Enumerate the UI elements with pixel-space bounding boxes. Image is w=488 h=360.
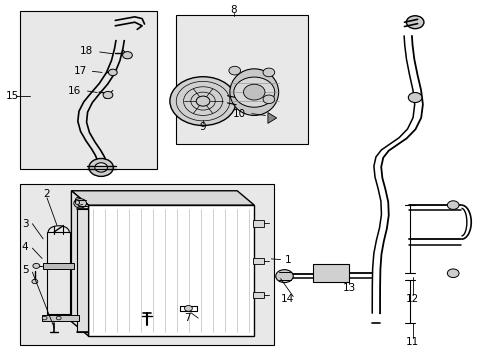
Bar bbox=[77, 209, 88, 332]
Circle shape bbox=[56, 316, 61, 320]
Bar bbox=[253, 220, 264, 226]
Text: 3: 3 bbox=[22, 219, 28, 229]
Text: 14: 14 bbox=[280, 294, 293, 304]
Circle shape bbox=[406, 16, 423, 29]
Circle shape bbox=[228, 66, 240, 75]
Text: 18: 18 bbox=[79, 46, 92, 56]
Circle shape bbox=[108, 69, 117, 76]
Text: 11: 11 bbox=[405, 337, 419, 347]
Circle shape bbox=[447, 269, 458, 278]
Bar bbox=[20, 12, 157, 169]
Circle shape bbox=[103, 91, 113, 99]
Polygon shape bbox=[267, 113, 276, 123]
Text: 5: 5 bbox=[22, 265, 28, 275]
Bar bbox=[88, 205, 254, 336]
Bar bbox=[253, 292, 264, 298]
Polygon shape bbox=[71, 191, 254, 205]
Circle shape bbox=[74, 199, 86, 208]
Circle shape bbox=[263, 68, 274, 77]
Circle shape bbox=[447, 201, 458, 210]
Polygon shape bbox=[71, 191, 88, 336]
Circle shape bbox=[32, 279, 38, 284]
Text: 4: 4 bbox=[22, 242, 28, 252]
Circle shape bbox=[263, 95, 274, 104]
Bar bbox=[176, 15, 307, 144]
Bar bbox=[312, 264, 348, 282]
Text: 6: 6 bbox=[73, 197, 80, 207]
Circle shape bbox=[233, 77, 274, 107]
Ellipse shape bbox=[229, 69, 278, 116]
Circle shape bbox=[184, 306, 192, 311]
Text: 7: 7 bbox=[183, 313, 190, 323]
Text: 1: 1 bbox=[284, 255, 290, 265]
Circle shape bbox=[169, 77, 236, 126]
Bar bbox=[43, 263, 74, 269]
Circle shape bbox=[122, 51, 132, 59]
Circle shape bbox=[95, 163, 107, 172]
Circle shape bbox=[42, 316, 47, 320]
Circle shape bbox=[243, 84, 264, 100]
Text: 16: 16 bbox=[68, 86, 81, 96]
Circle shape bbox=[89, 158, 113, 176]
Circle shape bbox=[196, 96, 209, 106]
Text: 2: 2 bbox=[43, 189, 50, 199]
Text: 8: 8 bbox=[230, 5, 237, 15]
Bar bbox=[47, 232, 70, 315]
Bar bbox=[42, 315, 79, 321]
Circle shape bbox=[407, 93, 421, 103]
Text: 10: 10 bbox=[233, 109, 245, 119]
Text: 9: 9 bbox=[199, 122, 206, 132]
Text: 17: 17 bbox=[73, 66, 87, 76]
Circle shape bbox=[33, 264, 40, 269]
Text: 12: 12 bbox=[405, 294, 419, 304]
Bar bbox=[253, 258, 264, 264]
Text: 15: 15 bbox=[5, 91, 19, 101]
Bar bbox=[20, 184, 273, 345]
Text: 13: 13 bbox=[342, 283, 355, 293]
Circle shape bbox=[275, 270, 293, 283]
